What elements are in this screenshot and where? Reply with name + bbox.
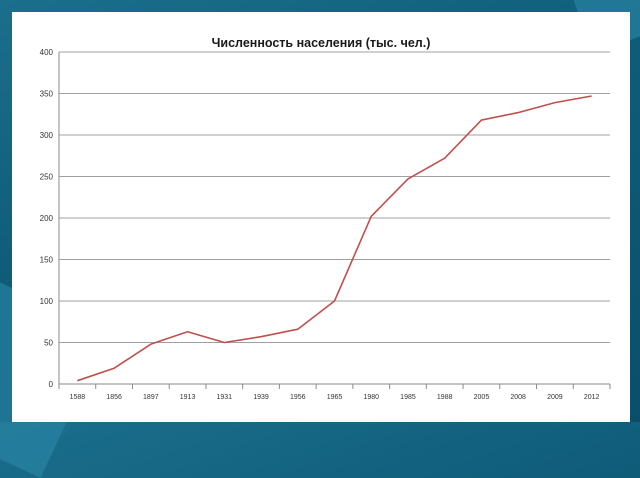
line-chart: 0 50 100 150 200 250 300 350 400 1588 1856 1897 1913… xyxy=(40,48,611,401)
y-tick-label: 400 xyxy=(40,48,54,57)
x-tick-label: 1956 xyxy=(290,394,306,401)
x-tick-label: 1588 xyxy=(70,394,86,401)
y-tick-label: 50 xyxy=(44,339,53,348)
x-tick-label: 2009 xyxy=(547,394,563,401)
y-tick-label: 350 xyxy=(40,90,54,99)
x-tick-label: 1939 xyxy=(253,394,269,401)
y-tick-label: 250 xyxy=(40,173,54,182)
x-tick-label: 1965 xyxy=(327,394,343,401)
x-tick-label: 2008 xyxy=(510,394,526,401)
x-tick-label: 1913 xyxy=(180,394,196,401)
x-tick-label: 2012 xyxy=(584,394,600,401)
y-tick-label: 300 xyxy=(40,131,54,140)
chart-title: Численность населения (тыс. чел.) xyxy=(211,36,431,50)
y-tick-label: 100 xyxy=(40,297,54,306)
x-tick-label: 1988 xyxy=(437,394,453,401)
x-tick-label: 1980 xyxy=(363,394,379,401)
x-tick-label: 1985 xyxy=(400,394,416,401)
x-tick-label: 1897 xyxy=(143,394,159,401)
y-tick-label: 0 xyxy=(49,380,54,389)
chart-panel: Численность населения (тыс. чел.) 0 50 100… xyxy=(12,12,630,422)
series-line xyxy=(77,95,592,382)
x-tick-label: 1856 xyxy=(106,394,122,401)
y-tick-label: 150 xyxy=(40,256,54,265)
y-tick-label: 200 xyxy=(40,214,54,223)
x-tick-label: 2005 xyxy=(474,394,490,401)
x-tick-label: 1931 xyxy=(217,394,233,401)
